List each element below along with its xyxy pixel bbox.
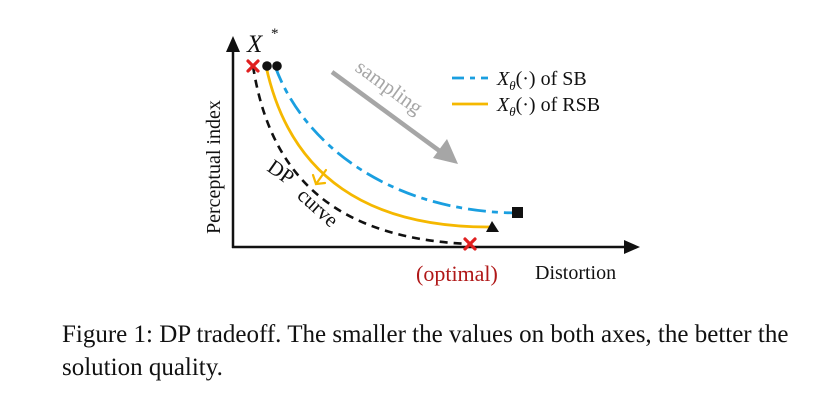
- figure-caption: Figure 1: DP tradeoff. The smaller the v…: [62, 321, 789, 381]
- sb-curve: [273, 65, 519, 215]
- optimal-cross-marker: [463, 237, 477, 251]
- start-marker-rsb: [262, 61, 272, 71]
- y-axis-arrowhead: [226, 36, 240, 52]
- sampling-arrow-shaft: [330, 70, 443, 154]
- sampling-label: sampling: [351, 55, 428, 120]
- sampling-arrow-head: [433, 139, 458, 164]
- y-axis-label: Perceptual index: [203, 100, 225, 234]
- sb-end-square-marker: [512, 207, 523, 218]
- dp-curve-label-dp: DP: [263, 154, 299, 189]
- x-axis-arrowhead: [624, 240, 640, 254]
- rsb-curve: [264, 65, 493, 229]
- dp-curve-label-curve: curve: [293, 183, 344, 232]
- start-marker-sb: [272, 61, 282, 71]
- x-axis-label: Distortion: [535, 262, 616, 284]
- legend-sb-label: Xθ(·) of SB: [496, 68, 587, 93]
- xstar-label: X: [246, 31, 264, 58]
- improvement-arrow: [311, 168, 328, 186]
- legend: Xθ(·) of SB Xθ(·) of RSB: [452, 68, 600, 119]
- dp-curve: [251, 65, 471, 246]
- rsb-end-triangle-marker: [486, 221, 499, 232]
- legend-rsb-label: Xθ(·) of RSB: [496, 94, 600, 119]
- xstar-cross-marker: [246, 59, 260, 73]
- optimal-label: (optimal): [416, 261, 498, 286]
- dp-tradeoff-diagram: Perceptual index Distortion X * (optimal…: [203, 26, 640, 286]
- xstar-superscript: *: [271, 26, 279, 42]
